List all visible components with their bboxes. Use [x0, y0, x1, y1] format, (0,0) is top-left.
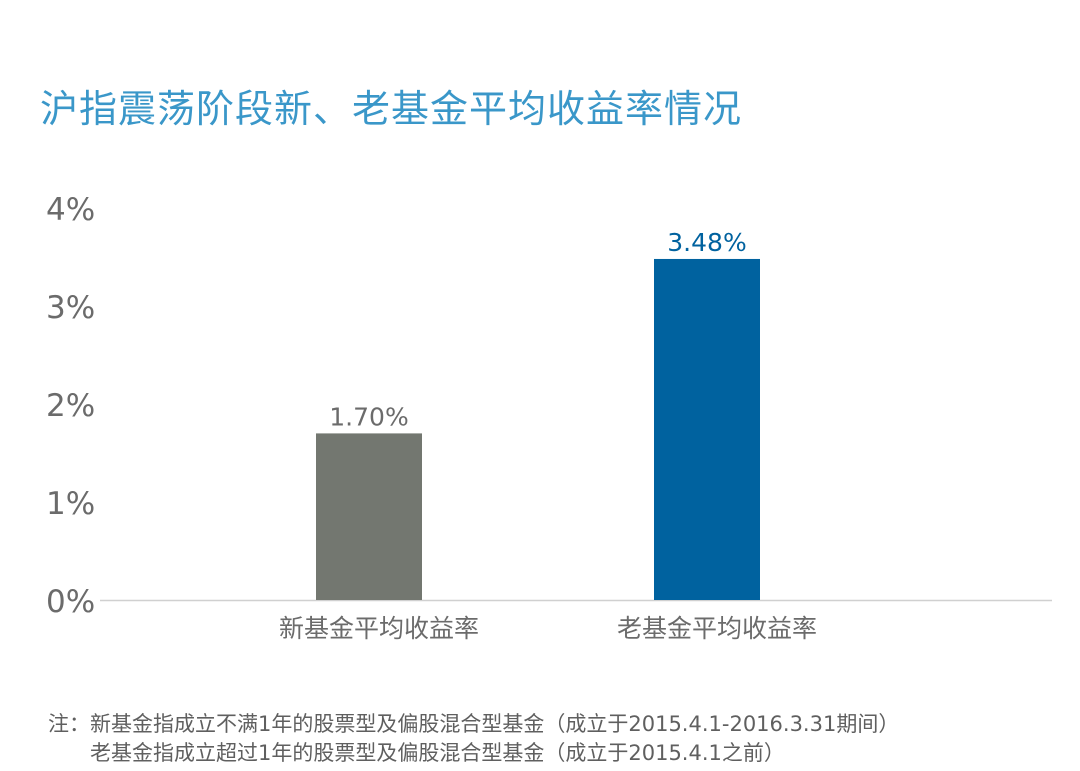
footnote-line-2: 老基金指成立超过1年的股票型及偏股混合型基金（成立于2015.4.1之前）: [90, 741, 785, 765]
footnote: 注：新基金指成立不满1年的股票型及偏股混合型基金（成立于2015.4.1-201…: [48, 710, 899, 768]
x-axis-labels: 新基金平均收益率 老基金平均收益率: [279, 614, 817, 643]
chart-title: 沪指震荡阶段新、老基金平均收益率情况: [40, 87, 743, 131]
y-tick-label: 2%: [46, 388, 95, 424]
value-labels-group: 1.70% 3.48%: [329, 228, 746, 431]
y-axis-ticks: 0% 1% 2% 3% 4%: [46, 192, 95, 620]
bar-1: [316, 433, 422, 600]
x-tick-label-1: 新基金平均收益率: [279, 614, 479, 643]
value-label-2: 3.48%: [667, 228, 746, 257]
value-label-1: 1.70%: [329, 402, 408, 431]
x-tick-label-2: 老基金平均收益率: [617, 614, 817, 643]
bar-2: [654, 258, 760, 600]
y-tick-label: 3%: [46, 290, 95, 326]
footnote-line-1: 注：新基金指成立不满1年的股票型及偏股混合型基金（成立于2015.4.1-201…: [48, 712, 900, 736]
y-tick-label: 4%: [46, 192, 95, 228]
y-tick-label: 0%: [46, 584, 95, 620]
bars-group: [316, 258, 760, 600]
y-tick-label: 1%: [46, 486, 95, 522]
